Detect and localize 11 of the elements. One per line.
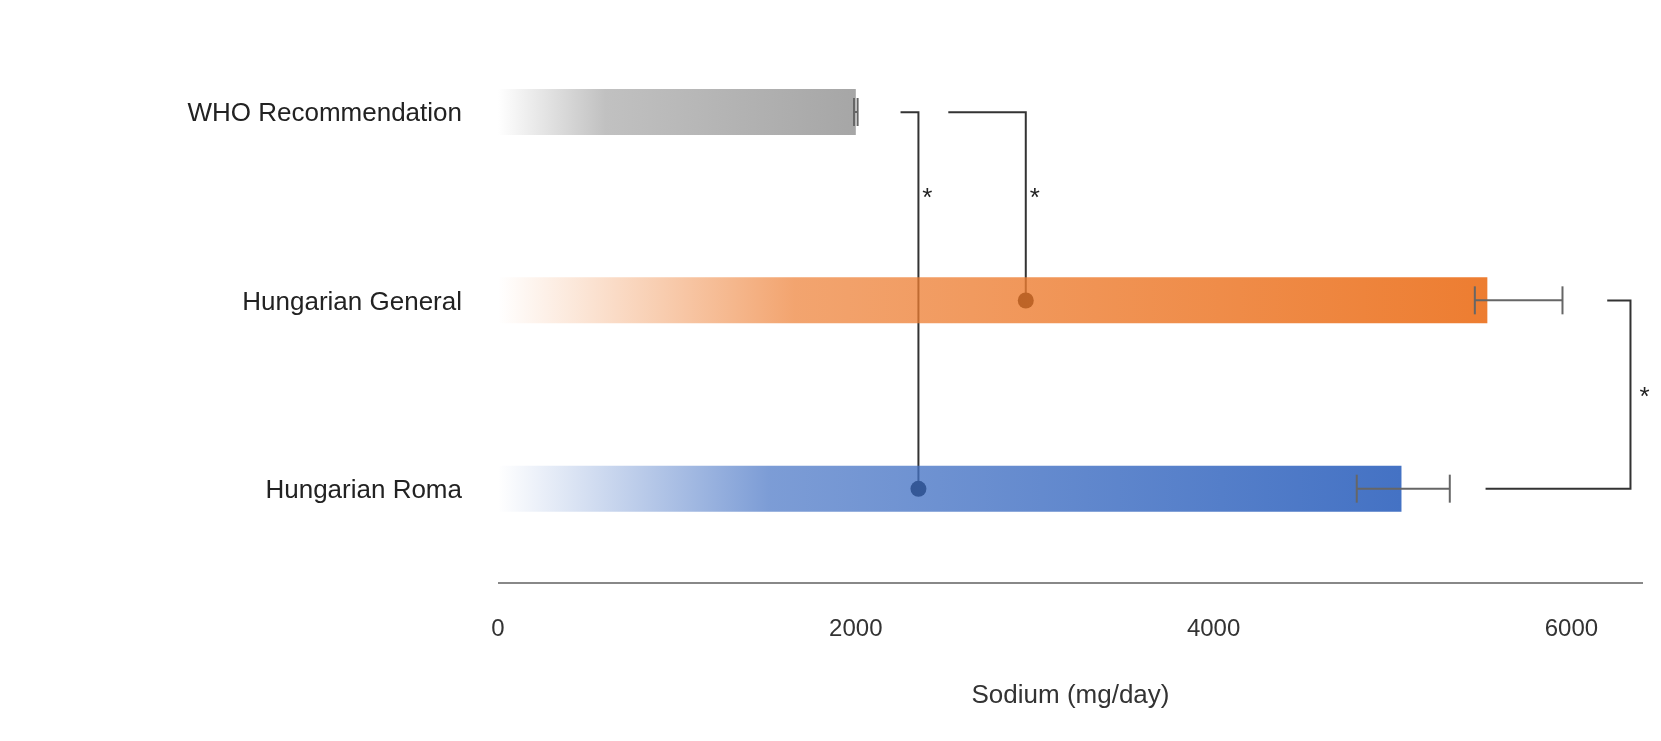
annotation: * — [1639, 380, 1650, 411]
x-tick-label: 0 — [491, 614, 505, 642]
x-tick-label: 6000 — [1544, 614, 1599, 642]
x-tick-label: 2000 — [829, 614, 883, 642]
x-axis-title: Sodium (mg/day) — [971, 679, 1170, 709]
annotation: * — [1029, 182, 1040, 213]
x-tick-label: 4000 — [1186, 614, 1241, 642]
y-tick-label: WHO Recommendation — [187, 97, 462, 128]
y-tick-label: Hungarian General — [242, 285, 462, 316]
annotation: * — [922, 182, 933, 213]
y-tick-label: Hungarian Roma — [265, 474, 463, 505]
